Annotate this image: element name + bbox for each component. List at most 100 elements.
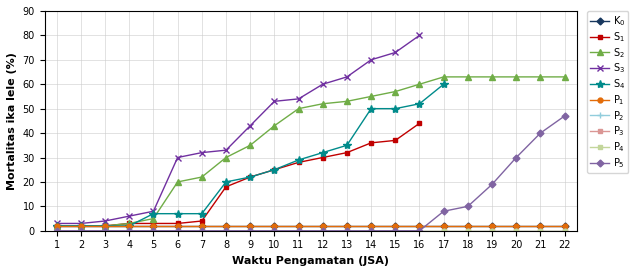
S$_2$: [295, 107, 302, 110]
P$_5$: [392, 229, 399, 232]
S$_2$: [174, 180, 182, 183]
P$_3$: [319, 229, 326, 232]
P$_5$: [537, 131, 544, 135]
P$_1$: [392, 224, 399, 227]
Line: P$_5$: P$_5$: [54, 114, 567, 233]
Legend: K$_0$, S$_1$, S$_2$, S$_3$, S$_4$, P$_1$, P$_2$, P$_3$, P$_4$, P$_5$: K$_0$, S$_1$, S$_2$, S$_3$, S$_4$, P$_1$…: [587, 11, 629, 173]
P$_1$: [246, 224, 254, 227]
P$_2$: [150, 229, 157, 232]
P$_4$: [392, 229, 399, 232]
S$_2$: [246, 144, 254, 147]
S$_3$: [101, 219, 109, 223]
S$_1$: [53, 224, 60, 227]
K$_0$: [101, 224, 109, 227]
S$_4$: [101, 224, 109, 227]
S$_3$: [392, 51, 399, 54]
S$_2$: [126, 222, 133, 225]
P$_3$: [150, 229, 157, 232]
S$_2$: [343, 100, 351, 103]
Line: S$_4$: S$_4$: [53, 80, 448, 230]
P$_4$: [319, 229, 326, 232]
S$_1$: [367, 141, 375, 144]
P$_3$: [392, 229, 399, 232]
P$_5$: [77, 229, 84, 232]
S$_2$: [222, 156, 230, 159]
Line: P$_1$: P$_1$: [54, 224, 567, 228]
S$_4$: [271, 168, 278, 171]
P$_5$: [561, 114, 568, 118]
P$_5$: [101, 229, 109, 232]
S$_2$: [416, 83, 424, 86]
P$_1$: [561, 224, 568, 227]
P$_1$: [488, 224, 496, 227]
P$_2$: [440, 229, 448, 232]
P$_1$: [512, 224, 520, 227]
P$_3$: [561, 229, 568, 232]
P$_5$: [295, 229, 302, 232]
P$_1$: [77, 224, 84, 227]
P$_4$: [367, 229, 375, 232]
P$_4$: [295, 229, 302, 232]
P$_3$: [53, 229, 60, 232]
P$_3$: [198, 229, 206, 232]
P$_5$: [150, 229, 157, 232]
P$_2$: [416, 229, 424, 232]
P$_5$: [198, 229, 206, 232]
P$_2$: [198, 229, 206, 232]
P$_5$: [271, 229, 278, 232]
S$_3$: [150, 210, 157, 213]
P$_5$: [512, 156, 520, 159]
P$_5$: [488, 183, 496, 186]
P$_2$: [561, 229, 568, 232]
P$_4$: [222, 229, 230, 232]
S$_3$: [271, 100, 278, 103]
S$_4$: [77, 224, 84, 227]
P$_2$: [392, 229, 399, 232]
P$_5$: [222, 229, 230, 232]
P$_1$: [53, 224, 60, 227]
K$_0$: [150, 224, 157, 227]
S$_1$: [416, 122, 424, 125]
P$_4$: [77, 229, 84, 232]
P$_4$: [150, 229, 157, 232]
P$_4$: [246, 229, 254, 232]
K$_0$: [222, 224, 230, 227]
S$_4$: [198, 212, 206, 215]
Line: S$_1$: S$_1$: [54, 121, 422, 228]
S$_4$: [392, 107, 399, 110]
S$_1$: [101, 224, 109, 227]
S$_4$: [150, 212, 157, 215]
P$_2$: [126, 229, 133, 232]
P$_2$: [464, 229, 472, 232]
S$_4$: [295, 158, 302, 162]
P$_3$: [295, 229, 302, 232]
S$_2$: [53, 224, 60, 227]
K$_0$: [174, 224, 182, 227]
S$_2$: [488, 75, 496, 79]
P$_4$: [343, 229, 351, 232]
S$_2$: [101, 224, 109, 227]
P$_4$: [174, 229, 182, 232]
S$_3$: [295, 97, 302, 100]
P$_1$: [150, 224, 157, 227]
S$_1$: [222, 185, 230, 188]
S$_3$: [319, 83, 326, 86]
S$_1$: [150, 222, 157, 225]
P$_4$: [464, 229, 472, 232]
S$_2$: [512, 75, 520, 79]
K$_0$: [512, 224, 520, 227]
P$_1$: [416, 224, 424, 227]
Line: P$_3$: P$_3$: [54, 228, 567, 233]
P$_1$: [126, 224, 133, 227]
S$_3$: [222, 149, 230, 152]
S$_2$: [392, 90, 399, 93]
S$_3$: [367, 58, 375, 61]
S$_1$: [198, 219, 206, 223]
Line: S$_3$: S$_3$: [53, 32, 423, 227]
K$_0$: [440, 224, 448, 227]
P$_4$: [416, 229, 424, 232]
P$_4$: [561, 229, 568, 232]
K$_0$: [537, 224, 544, 227]
P$_5$: [464, 205, 472, 208]
P$_5$: [174, 229, 182, 232]
